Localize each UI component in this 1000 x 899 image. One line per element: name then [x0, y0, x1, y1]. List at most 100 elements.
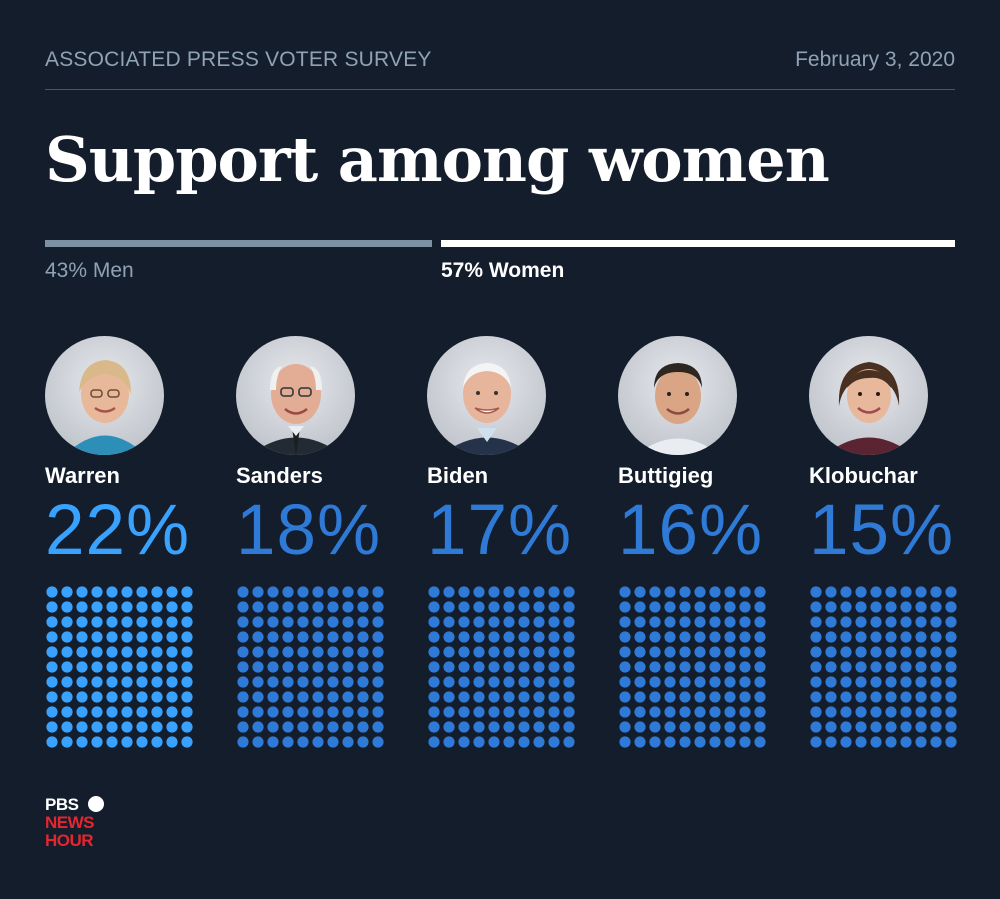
dot [900, 676, 912, 688]
dot [503, 706, 515, 718]
dot-grid [619, 586, 766, 748]
dot [840, 616, 852, 628]
dot [76, 616, 88, 628]
dot [679, 601, 691, 613]
dot [46, 631, 58, 643]
dot [91, 676, 103, 688]
dot [870, 631, 882, 643]
dot [548, 691, 560, 703]
dot [945, 661, 957, 673]
dot [900, 706, 912, 718]
dot [664, 706, 676, 718]
dot [357, 616, 369, 628]
dot [428, 601, 440, 613]
dot [855, 616, 867, 628]
dot [649, 706, 661, 718]
dot [372, 736, 384, 748]
dot [443, 646, 455, 658]
header-source: ASSOCIATED PRESS VOTER SURVEY [45, 48, 432, 71]
dot [443, 601, 455, 613]
candidate-percent: 15% [809, 491, 955, 570]
dot [649, 721, 661, 733]
dot [930, 721, 942, 733]
candidate-column: Biden 17% [427, 336, 602, 756]
dot [825, 646, 837, 658]
dot [151, 661, 163, 673]
dot [563, 721, 575, 733]
dot [488, 721, 500, 733]
dot [166, 601, 178, 613]
dot [694, 676, 706, 688]
dot [327, 661, 339, 673]
dot [136, 601, 148, 613]
dot [327, 586, 339, 598]
dot [518, 631, 530, 643]
dot [166, 736, 178, 748]
dot [166, 586, 178, 598]
dot [297, 736, 309, 748]
dot [694, 661, 706, 673]
dot [619, 616, 631, 628]
dot [709, 646, 721, 658]
dot [252, 631, 264, 643]
dot [342, 721, 354, 733]
dot [855, 586, 867, 598]
dot [252, 721, 264, 733]
dot [709, 616, 721, 628]
dot [548, 736, 560, 748]
dot [810, 706, 822, 718]
dot [121, 706, 133, 718]
dot [282, 676, 294, 688]
dot [473, 676, 485, 688]
dot [312, 661, 324, 673]
dot [503, 616, 515, 628]
dot [267, 676, 279, 688]
dot [915, 586, 927, 598]
dot [46, 676, 58, 688]
dot [679, 736, 691, 748]
dot [121, 721, 133, 733]
dot [312, 721, 324, 733]
candidate-column: Sanders 18% [236, 336, 411, 756]
dot [945, 676, 957, 688]
dot [709, 676, 721, 688]
dot [327, 721, 339, 733]
dot [709, 691, 721, 703]
dot [166, 721, 178, 733]
dot [563, 691, 575, 703]
dot [443, 661, 455, 673]
dot [709, 631, 721, 643]
dot [840, 676, 852, 688]
sanders-photo [236, 336, 355, 455]
dot [428, 646, 440, 658]
dot [267, 721, 279, 733]
dot [503, 661, 515, 673]
dot [945, 646, 957, 658]
dot [181, 616, 193, 628]
dot [61, 736, 73, 748]
dot [443, 736, 455, 748]
men-share-label: 43% Men [45, 259, 134, 282]
header-divider [45, 89, 955, 90]
dot [237, 661, 249, 673]
dot [473, 616, 485, 628]
dot [136, 736, 148, 748]
dot [473, 586, 485, 598]
dot [664, 586, 676, 598]
dot [533, 601, 545, 613]
dot [754, 736, 766, 748]
dot [473, 706, 485, 718]
dot [121, 631, 133, 643]
dot [76, 586, 88, 598]
dot [136, 676, 148, 688]
dot [679, 691, 691, 703]
pbs-head-icon [88, 796, 104, 812]
dot-grid [428, 586, 575, 748]
dot [870, 661, 882, 673]
dot [664, 691, 676, 703]
candidate-column: Buttigieg 16% [618, 336, 793, 756]
dot [900, 691, 912, 703]
dot [237, 631, 249, 643]
dot [342, 676, 354, 688]
dot [754, 631, 766, 643]
